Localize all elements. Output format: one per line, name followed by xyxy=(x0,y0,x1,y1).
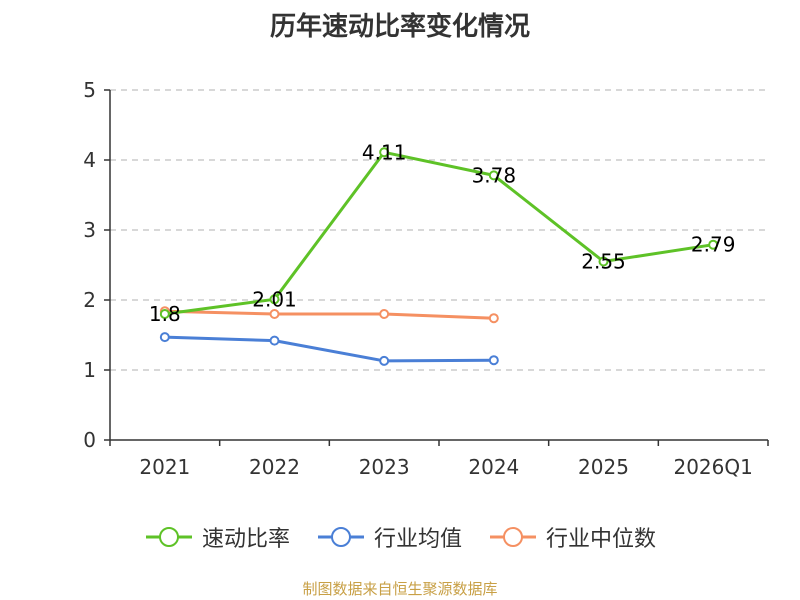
data-label: 2.01 xyxy=(252,287,297,311)
data-point xyxy=(379,147,390,158)
y-tick-label: 3 xyxy=(83,218,96,242)
data-point xyxy=(488,313,499,324)
x-tick-label: 2022 xyxy=(249,455,300,479)
data-label: 3.78 xyxy=(472,163,517,187)
legend-swatch-icon xyxy=(490,527,536,547)
series-line xyxy=(164,309,494,320)
legend-swatch-icon xyxy=(145,527,192,547)
legend-label: 行业均值 xyxy=(373,527,462,552)
series-line xyxy=(164,150,714,316)
y-tick-label: 5 xyxy=(83,78,96,102)
data-point xyxy=(269,335,280,346)
data-point xyxy=(379,309,390,319)
data-point xyxy=(379,355,390,366)
legend: 速动比率 行业均值 行业中位数 xyxy=(0,520,800,554)
y-tick-label: 4 xyxy=(83,148,96,172)
data-labels: 1.8 2.01 4.11 3.78 2.55 2.79 xyxy=(149,140,736,326)
x-tick-label: 2023 xyxy=(359,455,410,479)
data-point xyxy=(269,294,280,305)
data-label: 2.55 xyxy=(581,250,626,274)
x-tick-label: 2021 xyxy=(139,455,190,479)
x-tick-label: 2025 xyxy=(578,455,629,479)
data-point xyxy=(488,355,499,366)
x-tick-label: 2024 xyxy=(468,455,519,479)
legend-item[interactable]: 行业均值 xyxy=(316,521,462,553)
data-point xyxy=(159,332,170,343)
y-tick-label: 0 xyxy=(83,428,96,452)
data-point xyxy=(488,170,499,181)
data-point xyxy=(598,256,609,267)
grid-lines xyxy=(110,89,768,371)
data-label: 4.11 xyxy=(362,140,407,164)
series-line xyxy=(164,335,494,363)
data-point xyxy=(269,309,280,319)
source-note: 制图数据来自恒生聚源数据库 xyxy=(302,580,498,598)
legend-label: 速动比率 xyxy=(201,527,290,552)
data-point xyxy=(708,239,719,250)
axes: 0 1 2 3 4 5 2021 2022 2023 2024 2025 2026Q1 xyxy=(83,78,769,479)
legend-swatch-icon xyxy=(317,527,364,547)
series-lines xyxy=(159,147,719,366)
y-tick-label: 1 xyxy=(83,358,96,382)
y-tick-label: 2 xyxy=(83,288,96,312)
data-point xyxy=(159,309,170,319)
data-label: 1.8 xyxy=(149,302,181,326)
legend-item[interactable]: 行业中位数 xyxy=(488,521,656,553)
legend-item[interactable]: 速动比率 xyxy=(144,521,290,553)
chart-title: 历年速动比率变化情况 xyxy=(269,12,530,42)
legend-label: 行业中位数 xyxy=(546,527,657,552)
x-tick-label: 2026Q1 xyxy=(673,455,752,479)
data-label: 2.79 xyxy=(691,233,736,257)
